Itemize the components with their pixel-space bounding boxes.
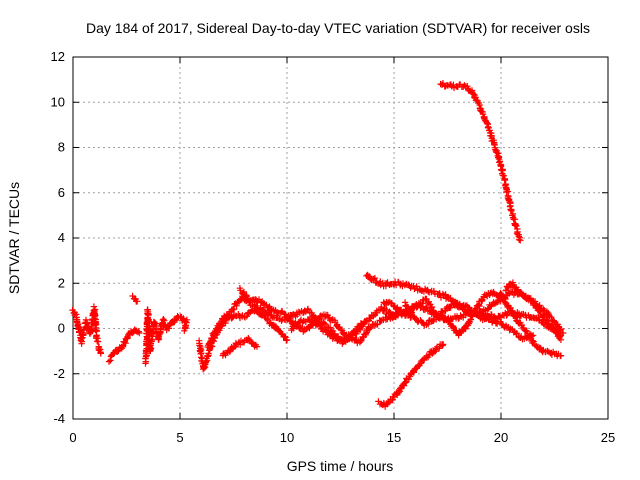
y-tick-label: -2 (53, 366, 65, 381)
series-marker-path (69, 303, 104, 357)
y-tick-label: 4 (58, 230, 65, 245)
y-tick-label: -4 (53, 411, 65, 426)
x-tick-label: 20 (494, 430, 508, 445)
x-tick-label: 15 (387, 430, 401, 445)
series-marker-path (105, 326, 143, 365)
series-seg-h (219, 334, 261, 359)
series-marker-path (375, 341, 447, 410)
y-axis-label: SDTVAR / TECUs (6, 182, 22, 294)
series-seg-a (69, 303, 104, 357)
x-axis-label: GPS time / hours (287, 458, 394, 474)
x-tick-label: 25 (601, 430, 615, 445)
series-seg-m (502, 279, 565, 343)
y-tick-label: 6 (58, 185, 65, 200)
y-axis: -4 -2 0 2 4 6 8 10 12 (51, 49, 608, 426)
series-seg-l (401, 299, 537, 343)
chart-title: Day 184 of 2017, Sidereal Day-to-day VTE… (86, 20, 590, 36)
grid-lines (73, 57, 608, 419)
x-axis: 0 5 10 15 20 25 (69, 57, 615, 445)
y-tick-label: 8 (58, 140, 65, 155)
series-seg-b (105, 326, 143, 365)
data-marks (69, 80, 567, 410)
y-tick-label: 10 (51, 94, 65, 109)
series-marker-path (129, 292, 141, 305)
y-tick-label: 12 (51, 49, 65, 64)
x-tick-label: 5 (176, 430, 183, 445)
series-seg-n (375, 341, 447, 410)
series-marker-path (380, 288, 565, 360)
series-seg-o (437, 80, 524, 244)
x-tick-label: 10 (280, 430, 294, 445)
y-tick-label: 2 (58, 275, 65, 290)
series-marker-path (142, 306, 191, 367)
series-marker-path (502, 279, 565, 343)
series-marker-path (401, 299, 537, 343)
y-tick-label: 0 (58, 321, 65, 336)
series-seg-k (380, 288, 565, 360)
series-marker-path (437, 80, 524, 244)
series-seg-c (129, 292, 141, 305)
x-tick-label: 0 (69, 430, 76, 445)
series-marker-path (219, 334, 261, 359)
series-seg-d (142, 306, 191, 367)
